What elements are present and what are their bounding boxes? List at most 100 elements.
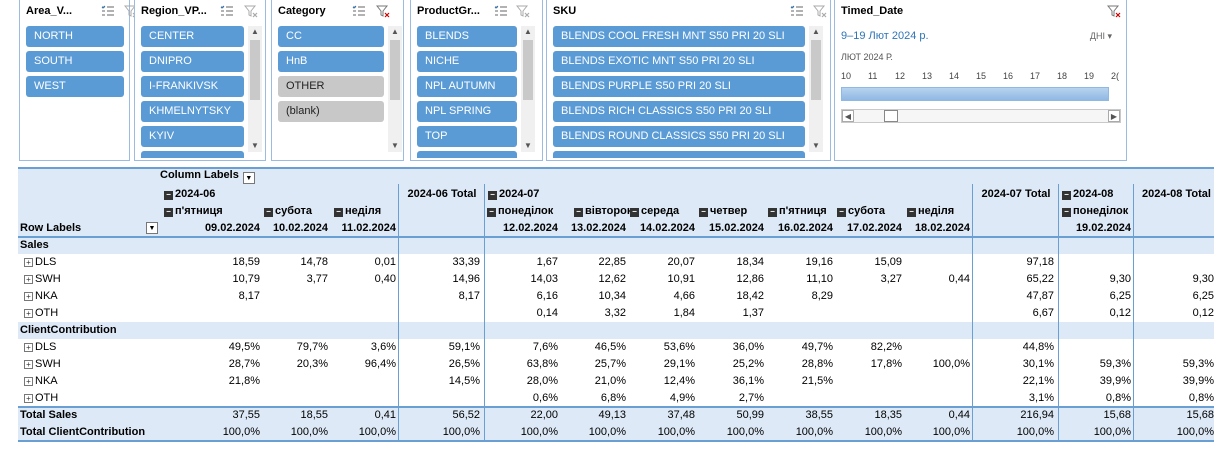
multi-select-icon[interactable] — [494, 5, 508, 18]
timeline-day[interactable]: 19 — [1084, 71, 1094, 81]
year-2024-07[interactable]: −2024-07 — [488, 186, 539, 203]
slicer-scrollbar[interactable]: ▲ ▼ — [388, 26, 402, 152]
row-label-nka[interactable]: + NKA — [24, 288, 58, 305]
timeline-scrollbar[interactable]: ◀ ▶ — [841, 109, 1121, 123]
collapse-icon[interactable]: − — [630, 208, 639, 217]
slicer-item[interactable]: BLENDS COOL FRESH MNT S50 PRI 20 SLI — [553, 26, 805, 47]
collapse-icon[interactable]: − — [487, 208, 496, 217]
timeline-day[interactable]: 14 — [949, 71, 959, 81]
slicer-item[interactable]: I-FRANKIVSK — [141, 76, 244, 97]
expand-icon[interactable]: + — [24, 292, 33, 301]
filter-icon[interactable]: ▼ — [243, 172, 255, 184]
collapse-icon[interactable]: − — [164, 191, 173, 200]
slicer-item[interactable]: BLENDS PURPLE S50 PRI 20 SLI — [553, 76, 805, 97]
timeline-day[interactable]: 15 — [976, 71, 986, 81]
collapse-icon[interactable]: − — [1062, 191, 1071, 200]
slicer-item-partial[interactable] — [417, 151, 517, 158]
expand-icon[interactable]: + — [24, 258, 33, 267]
multi-select-icon[interactable] — [220, 5, 234, 18]
expand-icon[interactable]: + — [24, 343, 33, 352]
slicer-item[interactable]: WEST — [26, 76, 124, 97]
weekday-header[interactable]: − четвер — [699, 203, 747, 220]
slicer-scrollbar[interactable]: ▲ ▼ — [248, 26, 262, 152]
multi-select-icon[interactable] — [790, 5, 804, 18]
clear-filter-icon[interactable] — [376, 5, 390, 18]
slicer-item[interactable]: SOUTH — [26, 51, 124, 72]
slicer-scrollbar[interactable]: ▲ ▼ — [521, 26, 535, 152]
weekday-header[interactable]: − вівторок — [574, 203, 632, 220]
weekday-header[interactable]: − п'ятниця — [768, 203, 827, 220]
slicer-item[interactable]: OTHER — [278, 76, 384, 97]
clear-filter-icon[interactable] — [1107, 5, 1121, 18]
scroll-thumb[interactable] — [884, 110, 898, 122]
slicer-scrollbar[interactable]: ▲ ▼ — [809, 26, 823, 152]
scroll-left-icon[interactable]: ◀ — [842, 110, 854, 122]
weekday-header[interactable]: − субота — [264, 203, 312, 220]
timeline-day[interactable]: 13 — [922, 71, 932, 81]
slicer-item[interactable]: NICHE — [417, 51, 517, 72]
collapse-icon[interactable]: − — [768, 208, 777, 217]
row-label-nka[interactable]: + NKA — [24, 373, 58, 390]
clear-filter-icon[interactable] — [244, 5, 258, 18]
slicer-item[interactable]: KHMELNYTSKY — [141, 101, 244, 122]
slicer-item[interactable]: NORTH — [26, 26, 124, 47]
collapse-icon[interactable]: − — [264, 208, 273, 217]
collapse-icon[interactable]: − — [1062, 208, 1071, 217]
timeline-level-dropdown[interactable]: ДНІ ▾ — [1090, 31, 1112, 42]
multi-select-icon[interactable] — [352, 5, 366, 18]
slicer-item[interactable]: NPL SPRING — [417, 101, 517, 122]
row-label-oth[interactable]: + OTH — [24, 390, 58, 407]
weekday-header[interactable]: − понеділок — [487, 203, 553, 220]
collapse-icon[interactable]: − — [907, 208, 916, 217]
timeline-day[interactable]: 18 — [1057, 71, 1067, 81]
expand-icon[interactable]: + — [24, 394, 33, 403]
clear-filter-icon[interactable] — [813, 5, 827, 18]
slicer-item[interactable]: BLENDS RICH CLASSICS S50 PRI 20 SLI — [553, 101, 805, 122]
collapse-icon[interactable]: − — [334, 208, 343, 217]
slicer-item[interactable]: CC — [278, 26, 384, 47]
weekday-header[interactable]: − середа — [630, 203, 679, 220]
weekday-header[interactable]: − неділя — [907, 203, 954, 220]
timeline-day[interactable]: 17 — [1030, 71, 1040, 81]
timeline-day[interactable]: 16 — [1003, 71, 1013, 81]
row-label-oth[interactable]: + OTH — [24, 305, 58, 322]
scroll-right-icon[interactable]: ▶ — [1108, 110, 1120, 122]
slicer-item-partial[interactable] — [141, 151, 244, 158]
timeline-day[interactable]: 11 — [868, 71, 877, 81]
clear-filter-icon[interactable] — [516, 5, 530, 18]
slicer-item[interactable]: KYIV — [141, 126, 244, 147]
slicer-item[interactable]: (blank) — [278, 101, 384, 122]
row-label-dls[interactable]: + DLS — [24, 254, 56, 271]
row-label-swh[interactable]: + SWH — [24, 271, 61, 288]
timeline-selection-bar[interactable] — [841, 87, 1109, 101]
weekday-header[interactable]: − п'ятниця — [164, 203, 223, 220]
year-2024-06[interactable]: −2024-06 — [164, 186, 215, 203]
expand-icon[interactable]: + — [24, 377, 33, 386]
collapse-icon[interactable]: − — [837, 208, 846, 217]
year-2024-08[interactable]: −2024-08 — [1062, 186, 1113, 203]
slicer-item-partial[interactable] — [553, 151, 805, 158]
slicer-item[interactable]: HnB — [278, 51, 384, 72]
slicer-item[interactable]: BLENDS EXOTIC MNT S50 PRI 20 SLI — [553, 51, 805, 72]
slicer-item[interactable]: CENTER — [141, 26, 244, 47]
slicer-item[interactable]: BLENDS ROUND CLASSICS S50 PRI 20 SLI — [553, 126, 805, 147]
filter-dropdown-icon[interactable]: ▼ — [146, 222, 158, 234]
expand-icon[interactable]: + — [24, 360, 33, 369]
slicer-item[interactable]: TOP — [417, 126, 517, 147]
slicer-item[interactable]: DNIPRO — [141, 51, 244, 72]
row-label-dls[interactable]: + DLS — [24, 339, 56, 356]
row-label-swh[interactable]: + SWH — [24, 356, 61, 373]
weekday-header[interactable]: − неділя — [334, 203, 381, 220]
collapse-icon[interactable]: − — [699, 208, 708, 217]
expand-icon[interactable]: + — [24, 275, 33, 284]
collapse-icon[interactable]: − — [574, 208, 583, 217]
weekday-header[interactable]: − субота — [837, 203, 885, 220]
multi-select-icon[interactable] — [101, 5, 115, 18]
collapse-icon[interactable]: − — [488, 191, 497, 200]
slicer-item[interactable]: BLENDS — [417, 26, 517, 47]
timeline-day[interactable]: 2( — [1111, 71, 1119, 81]
timeline-day[interactable]: 12 — [895, 71, 905, 81]
expand-icon[interactable]: + — [24, 309, 33, 318]
slicer-item[interactable]: NPL AUTUMN — [417, 76, 517, 97]
weekday-header[interactable]: − понеділок — [1062, 203, 1128, 220]
